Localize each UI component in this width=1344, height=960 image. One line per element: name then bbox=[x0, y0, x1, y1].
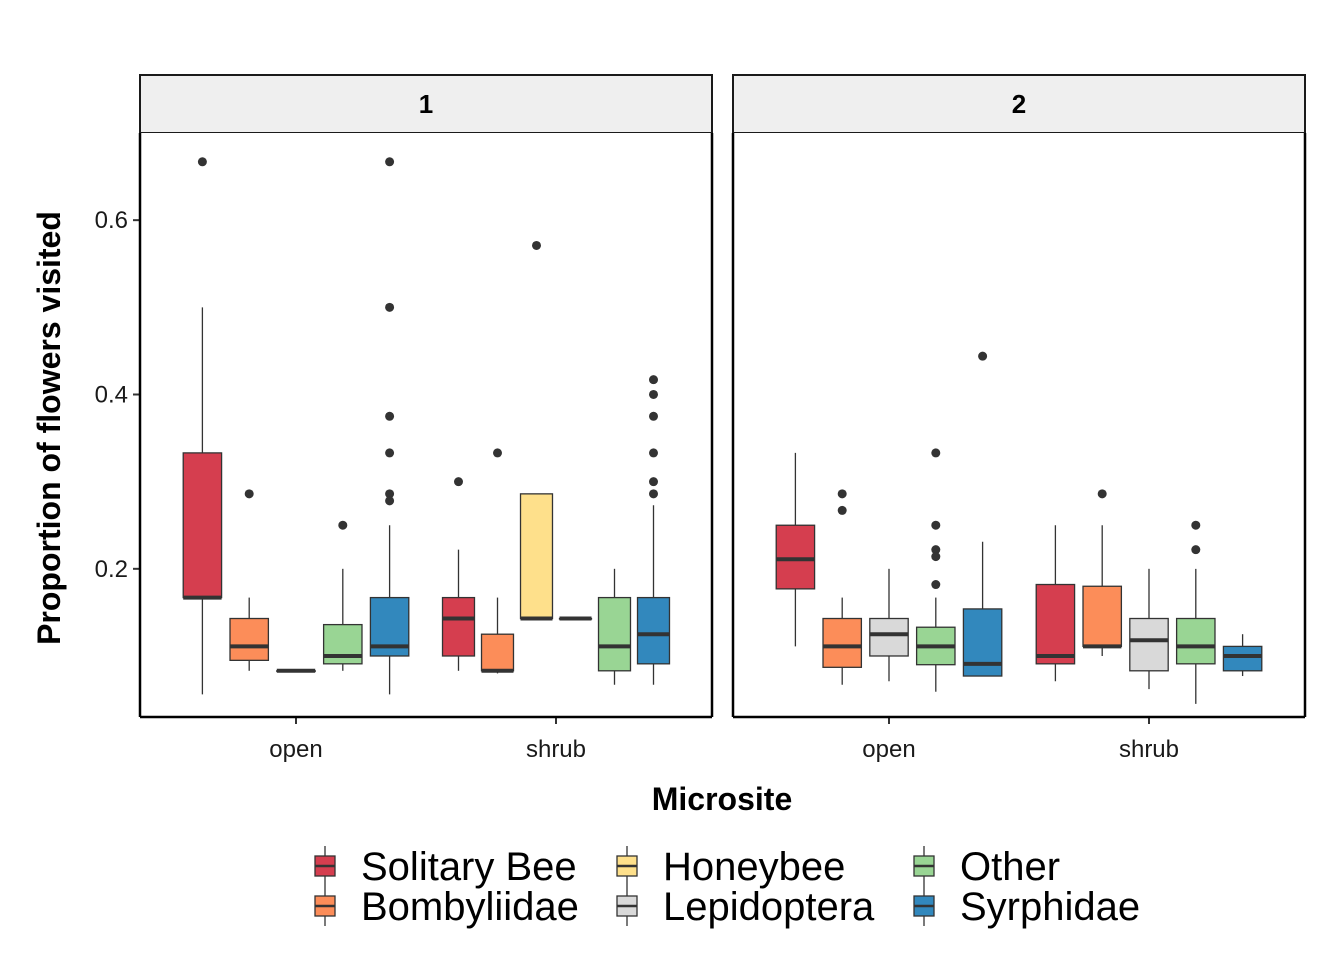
box-body bbox=[519, 493, 554, 620]
legend-item: Syrphidae bbox=[913, 885, 1140, 929]
outlier-point bbox=[1191, 520, 1201, 530]
box-body bbox=[182, 452, 223, 599]
outlier-point bbox=[649, 477, 658, 487]
outlier-point bbox=[532, 240, 541, 250]
facet-panel-1: 1 0.2 0.4 0.6 open shrub bbox=[95, 74, 714, 763]
legend-label: Syrphidae bbox=[960, 885, 1140, 929]
box-syrphidae bbox=[636, 375, 671, 685]
x-axis-title: Microsite bbox=[652, 781, 792, 817]
box-solitary-bee bbox=[1035, 525, 1076, 682]
outlier-point bbox=[197, 157, 207, 167]
outlier-point bbox=[931, 545, 941, 555]
box-body bbox=[1035, 583, 1076, 665]
box-body bbox=[229, 617, 270, 661]
box-lepidoptera bbox=[276, 668, 316, 673]
box-body bbox=[822, 617, 863, 668]
outlier-point bbox=[385, 496, 395, 506]
box-lepidoptera bbox=[869, 568, 909, 682]
box-syrphidae bbox=[369, 157, 410, 695]
box-body bbox=[962, 608, 1003, 677]
legend-item: Other bbox=[913, 845, 1060, 889]
box-solitary-bee bbox=[182, 157, 223, 695]
box-other bbox=[1175, 520, 1216, 704]
legend-item: Lepidoptera bbox=[616, 885, 875, 929]
y-axis-title: Proportion of flowers visited bbox=[31, 211, 67, 645]
legend-item: Solitary Bee bbox=[314, 845, 577, 889]
outlier-point bbox=[454, 477, 463, 487]
box-syrphidae bbox=[1222, 634, 1263, 677]
y-tick-label: 0.4 bbox=[95, 381, 128, 408]
legend-label: Bombyliidae bbox=[361, 885, 579, 929]
outlier-point bbox=[1097, 489, 1107, 499]
box-lepidoptera bbox=[1129, 568, 1169, 690]
box-other bbox=[322, 520, 363, 671]
box-lepidoptera bbox=[558, 616, 593, 621]
legend-label: Solitary Bee bbox=[361, 845, 577, 889]
legend-item: Honeybee bbox=[616, 845, 845, 889]
outlier-point bbox=[244, 489, 254, 499]
outlier-point bbox=[649, 489, 658, 499]
box-other bbox=[915, 448, 956, 692]
outlier-point bbox=[649, 411, 658, 421]
facet-strip-label: 1 bbox=[419, 89, 433, 119]
outlier-point bbox=[931, 552, 941, 562]
box-body bbox=[1082, 585, 1123, 648]
outlier-point bbox=[649, 375, 658, 385]
legend-label: Lepidoptera bbox=[663, 885, 875, 929]
box-solitary-bee bbox=[775, 452, 816, 647]
box-body bbox=[597, 596, 632, 672]
legend-item: Bombyliidae bbox=[314, 885, 579, 929]
facet-strip-1 bbox=[139, 74, 713, 134]
outlier-point bbox=[385, 489, 395, 499]
box-bombyliidae bbox=[480, 448, 515, 674]
y-tick-label: 0.2 bbox=[95, 556, 128, 583]
outlier-point bbox=[931, 520, 941, 530]
outlier-point bbox=[649, 448, 658, 458]
outlier-point bbox=[649, 389, 658, 399]
outlier-point bbox=[837, 489, 847, 499]
box-body bbox=[1175, 617, 1216, 665]
box-body bbox=[775, 524, 816, 590]
outlier-point bbox=[385, 448, 395, 458]
x-tick-label: open bbox=[862, 736, 915, 763]
box-bombyliidae bbox=[822, 489, 863, 685]
box-body bbox=[1222, 645, 1263, 672]
box-body bbox=[636, 596, 671, 665]
outlier-point bbox=[385, 157, 395, 167]
y-tick-label: 0.6 bbox=[95, 207, 128, 234]
x-tick-label: shrub bbox=[526, 736, 586, 763]
facet-panel-2: 2 open shrub bbox=[731, 74, 1307, 763]
outlier-point bbox=[978, 351, 988, 361]
outlier-point bbox=[931, 580, 941, 590]
box-body bbox=[869, 617, 909, 657]
outlier-point bbox=[1191, 545, 1201, 555]
x-tick-label: open bbox=[269, 736, 322, 763]
legend-label: Other bbox=[960, 845, 1060, 889]
outlier-point bbox=[493, 448, 502, 458]
outlier-point bbox=[338, 520, 348, 530]
box-solitary-bee bbox=[441, 477, 476, 671]
box-body bbox=[441, 596, 476, 657]
outlier-point bbox=[385, 302, 395, 312]
outlier-point bbox=[837, 505, 847, 515]
box-body bbox=[1129, 617, 1169, 672]
box-bombyliidae bbox=[229, 489, 270, 671]
x-tick-label: shrub bbox=[1119, 736, 1179, 763]
facet-strip-label: 2 bbox=[1012, 89, 1026, 119]
box-syrphidae bbox=[962, 351, 1003, 677]
box-body bbox=[480, 633, 515, 672]
box-other bbox=[597, 568, 632, 685]
outlier-point bbox=[385, 411, 395, 421]
outlier-point bbox=[931, 448, 941, 458]
panel-background bbox=[733, 133, 1305, 717]
box-honeybee bbox=[519, 240, 554, 621]
legend-label: Honeybee bbox=[663, 845, 845, 889]
facet-panels: 1 0.2 0.4 0.6 open shrub 2 open shrub bbox=[95, 74, 1307, 763]
box-bombyliidae bbox=[1082, 489, 1123, 656]
